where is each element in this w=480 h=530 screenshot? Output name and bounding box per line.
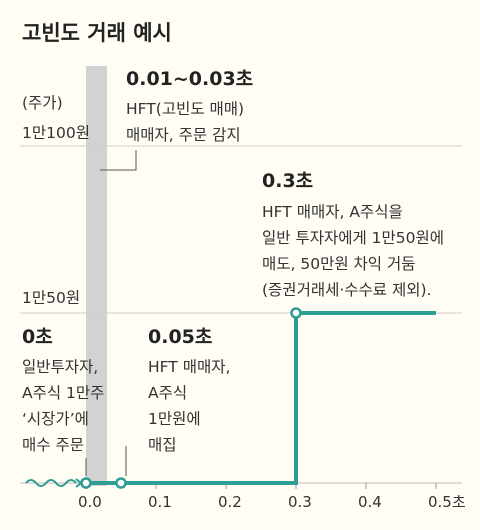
event-03-line3: 매도, 50만원 차익 거둠 xyxy=(262,255,416,273)
event-03-line2: 일반 투자자에게 1만50원에 xyxy=(262,229,444,247)
detection-band xyxy=(86,66,107,486)
x-tick-label: 0.1 xyxy=(148,493,172,511)
event-03-marker xyxy=(290,307,302,319)
event-03-line1: HFT 매매자, A주식을 xyxy=(262,203,403,221)
event-005-time-label: 0.05초 xyxy=(148,326,212,348)
event-005-line3: 1만원에 xyxy=(148,410,201,428)
event-005-line2: A주식 xyxy=(148,384,187,402)
x-tick-label: 0.0 xyxy=(78,493,102,511)
event-005-line4: 매집 xyxy=(148,436,177,454)
x-tick-label: 0.3 xyxy=(288,493,312,511)
event-0-line2: A주식 1만주 xyxy=(22,384,104,402)
y-axis-top-label: 1만100원 xyxy=(22,124,90,142)
band-text-line1: HFT(고빈도 매매) xyxy=(126,100,244,118)
price-step-line xyxy=(86,311,436,485)
x-tick-label: 0.4 xyxy=(358,493,382,511)
figure-title: 고빈도 거래 예시 xyxy=(22,21,172,45)
y-axis-unit-label: (주가) xyxy=(22,94,63,112)
event-0-line4: 매수 주문 xyxy=(22,436,84,454)
lead-in-wave xyxy=(25,479,77,487)
event-0-time-label: 0초 xyxy=(22,326,53,348)
x-tick-label: 0.2 xyxy=(218,493,242,511)
x-axis-ticks: 0.0 0.1 0.2 0.3 0.4 0.5초 xyxy=(78,483,466,511)
event-005-line1: HFT 매매자, xyxy=(148,358,230,376)
x-tick-label: 0.5초 xyxy=(428,493,466,511)
band-callout-leader xyxy=(100,150,137,171)
event-0-line3: ‘시장가’에 xyxy=(22,410,89,428)
band-text-line2: 매매자, 주문 감지 xyxy=(126,126,241,144)
event-03-line4: (증권거래세·수수료 제외). xyxy=(262,281,431,299)
band-time-label: 0.01~0.03초 xyxy=(126,68,253,90)
event-0-marker xyxy=(80,477,92,489)
y-axis-mid-label: 1만50원 xyxy=(22,289,80,307)
event-005-marker xyxy=(115,477,127,489)
event-0-line1: 일반투자자, xyxy=(22,358,98,376)
price-series xyxy=(80,307,436,489)
event-03-time-label: 0.3초 xyxy=(262,170,313,192)
